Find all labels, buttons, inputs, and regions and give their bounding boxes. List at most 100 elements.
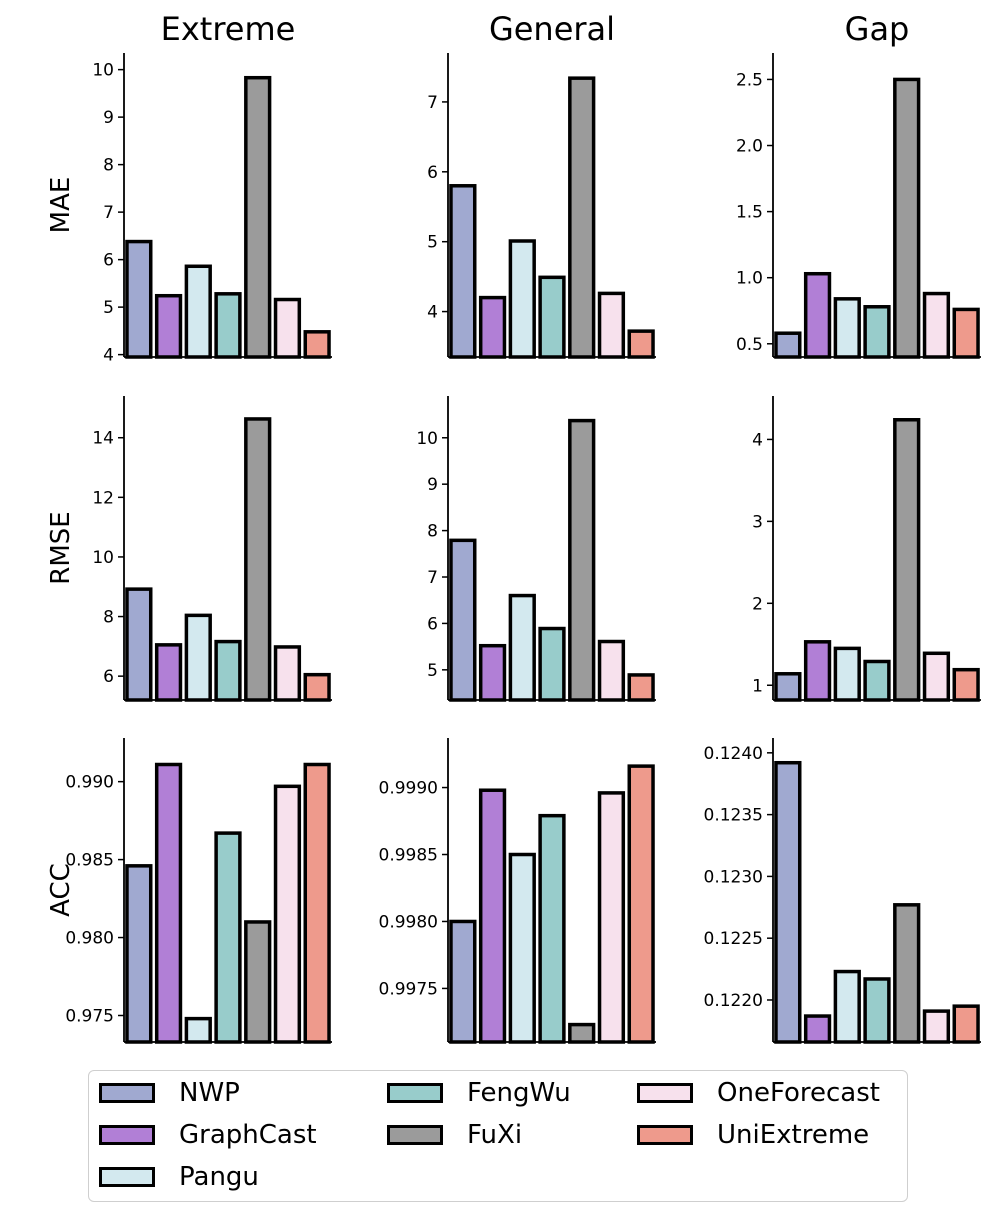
bar-acc-gap-nwp [774,760,802,1044]
y-tick-label-rmse-general: 6 [427,614,438,634]
legend-label: GraphCast [179,1120,317,1150]
bar-rmse-extreme-pangu [184,613,212,702]
y-tick-label-mae-gap: 1.5 [736,203,763,223]
bar-rmse-general-uniextreme [627,673,655,702]
y-tick-label-mae-general: 6 [427,163,438,183]
y-tick-label-acc-general: 0.9980 [379,912,438,932]
legend-swatch-oneforecast [637,1083,693,1103]
bar-mae-general-oneforecast [597,291,626,359]
bar-rmse-gap-oneforecast [922,651,951,702]
bar-acc-extreme-fuxi [244,920,272,1044]
bar-rmse-extreme-fengwu [214,639,242,702]
y-tick-label-acc-gap: 0.1235 [704,806,763,826]
bar-acc-general-pangu [508,852,536,1044]
bar-acc-gap-graphcast [803,1014,832,1044]
bar-acc-gap-oneforecast [922,1009,951,1044]
y-tick-label-rmse-extreme: 12 [92,488,114,508]
legend-label: UniExtreme [717,1120,870,1150]
y-tick-label-acc-extreme: 0.975 [65,1006,114,1026]
bar-acc-gap-pangu [833,969,861,1044]
bar-rmse-general-nwp [449,538,477,702]
legend: NWP GraphCast Pangu FengWu FuXi OneForec… [88,1070,908,1202]
bar-rmse-gap-fuxi [893,418,921,702]
bar-mae-general-uniextreme [627,329,655,359]
legend-swatch-fengwu [387,1083,443,1103]
legend-item-oneforecast: OneForecast [637,1074,880,1112]
bar-acc-general-oneforecast [597,791,626,1044]
y-tick-label-acc-general: 0.9990 [379,779,438,799]
y-tick-label-rmse-general: 7 [427,568,438,588]
y-tick-label-mae-extreme: 5 [103,298,114,318]
y-tick-label-mae-extreme: 7 [103,203,114,223]
row-label-mae: MAE [46,177,76,234]
y-tick-label-acc-gap: 0.1240 [704,744,763,764]
bar-mae-gap-fuxi [893,77,921,359]
legend-item-graphcast: GraphCast [99,1116,317,1154]
bar-mae-general-pangu [508,239,536,359]
y-tick-label-acc-gap: 0.1230 [704,867,763,887]
y-tick-label-rmse-general: 8 [427,522,438,542]
y-tick-label-mae-extreme: 8 [103,156,114,176]
legend-swatch-uniextreme [637,1125,693,1145]
y-tick-label-rmse-gap: 2 [752,594,763,614]
bar-mae-general-nwp [449,184,477,359]
y-tick-label-mae-extreme: 6 [103,251,114,271]
y-tick-label-mae-gap: 2.0 [736,137,763,157]
bar-rmse-extreme-oneforecast [273,645,302,702]
y-tick-label-rmse-gap: 1 [752,676,763,696]
y-tick-label-acc-general: 0.9975 [379,979,438,999]
bar-mae-general-fuxi [568,76,596,359]
bar-acc-extreme-nwp [125,864,153,1044]
bar-rmse-gap-uniextreme [952,667,980,702]
y-tick-label-rmse-extreme: 10 [92,548,114,568]
bar-mae-extreme-oneforecast [273,297,302,359]
y-tick-label-rmse-gap: 4 [752,430,763,450]
legend-label: OneForecast [717,1078,880,1108]
bar-mae-general-graphcast [478,295,507,359]
bar-acc-general-fengwu [538,813,566,1044]
legend-swatch-pangu [99,1167,155,1187]
column-title-extreme: Extreme [161,10,296,48]
bar-rmse-gap-nwp [774,672,802,702]
bar-acc-general-graphcast [478,788,507,1044]
bar-acc-general-fuxi [568,1022,596,1044]
bar-acc-extreme-uniextreme [303,762,331,1044]
bar-acc-gap-uniextreme [952,1004,980,1044]
bar-mae-gap-oneforecast [922,291,951,359]
bar-rmse-gap-graphcast [803,640,832,702]
y-tick-label-mae-general: 4 [427,303,438,323]
bar-rmse-extreme-fuxi [244,417,272,702]
bar-mae-extreme-fuxi [244,75,272,359]
y-tick-label-rmse-extreme: 6 [103,667,114,687]
bar-rmse-general-fuxi [568,418,596,702]
y-tick-label-mae-extreme: 10 [92,61,114,81]
y-tick-label-acc-general: 0.9985 [379,846,438,866]
y-tick-label-rmse-general: 10 [416,429,438,449]
y-tick-label-mae-gap: 0.5 [736,335,763,355]
legend-label: Pangu [179,1162,259,1192]
bar-rmse-general-fengwu [538,626,566,702]
bar-acc-general-nwp [449,919,477,1044]
y-tick-label-rmse-extreme: 14 [92,429,114,449]
bar-rmse-extreme-nwp [125,587,153,702]
legend-label: NWP [179,1078,240,1108]
column-title-general: General [489,10,615,48]
y-tick-label-rmse-general: 9 [427,475,438,495]
bar-acc-gap-fengwu [863,977,891,1044]
bar-rmse-extreme-graphcast [154,643,183,702]
row-label-acc: ACC [46,863,76,917]
legend-item-fuxi: FuXi [387,1116,522,1154]
y-tick-label-rmse-extreme: 8 [103,608,114,628]
y-tick-label-acc-gap: 0.1220 [704,991,763,1011]
y-tick-label-mae-general: 7 [427,93,438,113]
bar-mae-extreme-nwp [125,239,153,359]
bar-acc-gap-fuxi [893,903,921,1044]
y-tick-label-acc-extreme: 0.980 [65,929,114,949]
bar-mae-extreme-fengwu [214,292,242,359]
legend-item-fengwu: FengWu [387,1074,571,1112]
bar-rmse-general-pangu [508,593,536,702]
bar-rmse-gap-fengwu [863,659,891,702]
bar-mae-gap-uniextreme [952,307,980,359]
bar-mae-gap-fengwu [863,305,891,359]
bar-rmse-gap-pangu [833,646,861,702]
